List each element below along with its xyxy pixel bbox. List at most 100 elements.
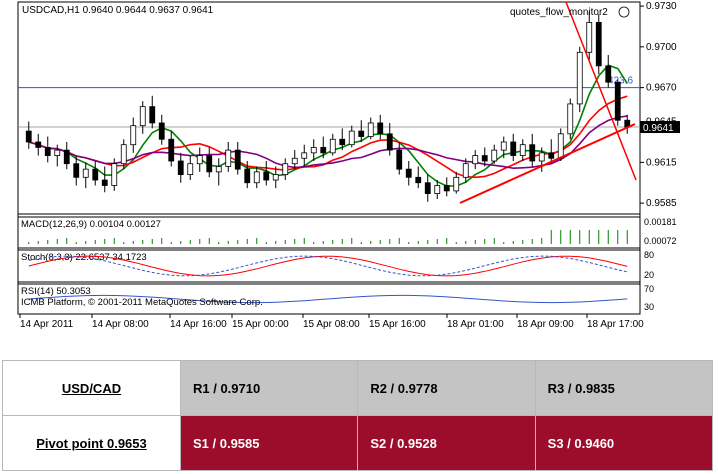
x-tick-label: 15 Apr 00:00 [232,319,289,330]
indicator-panel-border [17,216,641,249]
candle-body [557,133,564,159]
resistance-trendline [565,1,637,181]
r3-cell: R3 / 0.9835 [534,360,714,416]
indicator-axis-label: 30 [644,302,654,312]
candle-body [348,130,355,146]
close-icon [618,6,630,18]
indicator-axis-label: 0.00072 [644,236,677,246]
indicator-axis-label: 0.00181 [644,217,677,227]
candle-body [25,130,32,143]
candle-body [434,185,441,195]
support-row: Pivot point 0.9653 S1 / 0.9585 S2 / 0.95… [2,415,714,471]
rsi-line [28,294,628,304]
candle-body [35,141,42,148]
x-tick-label: 14 Apr 16:00 [170,319,227,330]
candle-body [405,168,412,178]
candle-body [519,144,526,156]
candle-body [367,122,374,137]
x-tick-label: 18 Apr 01:00 [447,319,504,330]
forex-chart: 423.6 USDCAD,H1 0.9640 0.9644 0.9637 0.96… [17,1,680,330]
candle-body [605,65,612,83]
candle-body [396,149,403,170]
indicator-axis-label: 80 [644,250,654,260]
candle-body [586,21,593,53]
candle-body [291,157,298,165]
pivot-point-label: Pivot point 0.9653 [36,435,147,451]
candle-body [244,168,251,184]
indicator-axis-label: 20 [644,270,654,280]
candle-body [377,122,384,135]
candle-body [73,163,80,178]
candle-body [82,168,89,178]
x-tick-label: 15 Apr 08:00 [303,319,360,330]
candle-body [548,152,555,159]
copyright-label: ICMB Platform, © 2001-2011 MetaQuotes So… [21,297,263,308]
candle-body [339,138,346,146]
candle-body [576,51,583,105]
x-tick-label: 14 Apr 08:00 [92,319,149,330]
r2-cell: R2 / 0.9778 [357,360,536,416]
indicator-panel-border [17,249,641,283]
chart-frame [17,1,641,315]
candle-body [206,155,213,173]
indicator-title: RSI(14) 50.3053 [21,286,91,297]
candle-body [500,141,507,151]
candle-body [472,155,479,165]
candle-body [63,149,70,165]
r1-cell: R1 / 0.9710 [179,360,359,416]
y-tick-label: 0.9615 [646,157,677,168]
candle-body [424,182,431,195]
x-tick-label: 18 Apr 17:00 [587,319,644,330]
y-tick-label: 0.9700 [646,42,677,53]
candle-body [263,171,270,181]
s3-cell: S3 / 0.9460 [534,415,714,471]
candle-body [310,147,317,154]
y-tick-label: 0.9730 [646,1,677,12]
candle-body [510,141,517,156]
candle-body [614,81,621,121]
candle-body [120,144,127,165]
candle-body [329,138,336,154]
y-tick-label: 0.9670 [646,83,677,94]
candle-body [92,168,99,181]
candle-body [234,149,241,170]
candle-body [453,176,460,192]
candle-body [130,125,137,146]
candle-body [491,149,498,162]
candle-body [538,152,545,162]
candle-body [196,155,203,165]
candle-body [177,160,184,175]
candle-body [168,138,175,162]
candle-body [443,185,450,192]
indicator-panel-border [17,283,641,315]
x-tick-label: 15 Apr 16:00 [369,319,426,330]
candle-body [272,174,279,181]
support-trendline [459,123,636,204]
candle-body [415,176,422,184]
candle-body [320,147,327,154]
chart-svg: 423.6 USDCAD,H1 0.9640 0.9644 0.9637 0.96… [17,1,680,330]
slow-ma-line [28,115,628,170]
pivot-table: USD/CAD R1 / 0.9710 R2 / 0.9778 R3 / 0.9… [2,360,714,471]
chart-header: USDCAD,H1 0.9640 0.9644 0.9637 0.9641 [22,5,214,16]
candle-body [481,155,488,162]
candle-body [44,147,51,156]
candle-body [54,149,61,156]
x-tick-label: 18 Apr 09:00 [517,319,574,330]
candle-body [253,171,260,184]
candle-body [386,133,393,151]
indicator-axis-label: 70 [644,284,654,294]
symbol-label: USD/CAD [61,380,122,396]
candle-body [187,163,194,175]
y-tick-label: 0.9585 [646,198,677,209]
candle-body [358,130,365,137]
current-price-label: 0.9641 [643,123,674,134]
main-panel-border [17,1,641,215]
symbol-cell: USD/CAD [2,360,181,416]
candle-body [225,149,232,167]
fib-level-label: 423.6 [608,76,633,87]
candle-body [111,163,118,186]
current-price-badge [640,121,680,134]
candle-body [301,152,308,159]
candle-body [282,163,289,175]
